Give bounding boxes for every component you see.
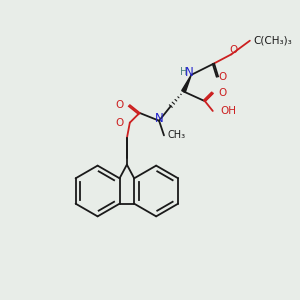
Text: N: N xyxy=(184,66,193,80)
Text: O: O xyxy=(218,72,227,82)
Text: O: O xyxy=(116,118,124,128)
Text: N: N xyxy=(155,112,164,125)
Text: O: O xyxy=(219,88,227,98)
Polygon shape xyxy=(182,75,191,92)
Text: O: O xyxy=(229,45,237,56)
Text: OH: OH xyxy=(220,106,237,116)
Text: CH₃: CH₃ xyxy=(168,130,186,140)
Text: H: H xyxy=(180,67,188,77)
Text: O: O xyxy=(116,100,124,110)
Text: C(CH₃)₃: C(CH₃)₃ xyxy=(254,36,292,46)
